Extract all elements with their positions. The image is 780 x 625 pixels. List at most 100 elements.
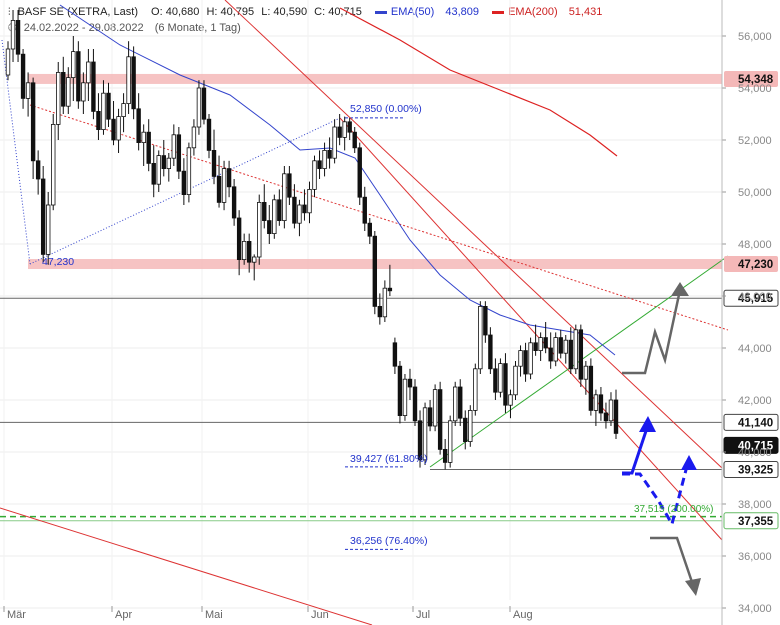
candle-body bbox=[71, 51, 76, 78]
y-tick-label: 48,000 bbox=[738, 239, 772, 251]
price-label-text: 45,915 bbox=[738, 293, 774, 305]
candle-body bbox=[387, 287, 393, 292]
fib-extension-label: 37,515 (200.00%) bbox=[634, 504, 714, 515]
instrument-title: BASF SE (XETRA, Last) bbox=[17, 6, 138, 18]
candle-body bbox=[45, 204, 51, 255]
downtrend-line-lower bbox=[0, 507, 373, 625]
price-label-box bbox=[723, 289, 779, 307]
y-tick-label: 36,000 bbox=[738, 551, 772, 563]
candle-body bbox=[252, 256, 257, 263]
candle-body bbox=[257, 201, 262, 258]
scenario-arrows bbox=[622, 282, 701, 596]
candle-body bbox=[181, 170, 187, 195]
ema50-value: 43,809 bbox=[445, 6, 480, 18]
candle-body bbox=[458, 386, 463, 419]
x-tick-label: Mai bbox=[205, 609, 223, 621]
ema200-value: 51,431 bbox=[568, 6, 603, 18]
candle-body bbox=[543, 337, 548, 349]
bearish-scenario-arrow bbox=[650, 536, 695, 586]
candle-body bbox=[513, 365, 518, 396]
candle-body bbox=[498, 363, 503, 393]
candle-body bbox=[407, 378, 413, 388]
candle-body bbox=[111, 118, 116, 141]
candle-body bbox=[598, 394, 604, 414]
arrow-head-up-blue bbox=[639, 416, 656, 432]
candlesticks bbox=[5, 10, 619, 470]
candle-body bbox=[337, 126, 342, 138]
candle-body bbox=[211, 149, 217, 177]
y-tick-label: 56,000 bbox=[738, 31, 772, 43]
price-label-text: 41,140 bbox=[738, 417, 773, 429]
fib-label: 52,850 (0.00%) bbox=[350, 103, 422, 115]
candle-body bbox=[367, 222, 372, 237]
candle-body bbox=[488, 334, 493, 370]
candle-body bbox=[548, 347, 553, 362]
candle-body bbox=[106, 92, 111, 120]
y-tick-label: 54,000 bbox=[738, 83, 772, 95]
candle-body bbox=[322, 149, 327, 169]
price-label-text: 47,230 bbox=[738, 259, 773, 271]
price-label-box bbox=[724, 70, 778, 87]
candle-body bbox=[262, 201, 267, 221]
candle-body bbox=[297, 204, 302, 224]
candle-body bbox=[538, 337, 543, 352]
candle-body bbox=[15, 19, 21, 55]
candle-body bbox=[5, 48, 11, 76]
candle-body bbox=[126, 56, 131, 104]
downtrend-line-upper bbox=[224, 0, 723, 469]
trend-lines bbox=[0, 0, 729, 625]
arrow-head-down-gray bbox=[685, 578, 701, 596]
candle-body bbox=[236, 217, 242, 260]
period-label: (6 Monate, 1 Tag) bbox=[154, 22, 241, 34]
candle-body bbox=[201, 87, 207, 120]
time-axis: Mär Apr Mai Jun Jul Aug bbox=[3, 606, 533, 621]
price-label-box bbox=[724, 256, 778, 273]
price-label-text: 39,325 bbox=[738, 465, 774, 477]
candle-body bbox=[161, 155, 166, 170]
candle-body bbox=[473, 368, 478, 411]
candle-body bbox=[116, 116, 121, 141]
ema50-line bbox=[59, 4, 616, 356]
price-label-text: 40,715 bbox=[738, 440, 774, 452]
candle-body bbox=[292, 196, 297, 224]
arrow-head-up-gray bbox=[671, 282, 689, 296]
y-tick-label: 52,000 bbox=[738, 135, 772, 147]
y-tick-label: 40,000 bbox=[738, 447, 772, 459]
chart-type-icon: ⫶ bbox=[8, 7, 11, 18]
candle-body bbox=[442, 448, 448, 463]
price-label-box bbox=[723, 461, 779, 479]
fib-label: 39,427 (61.80%) bbox=[350, 453, 428, 465]
candle-body bbox=[588, 365, 594, 411]
candle-body bbox=[151, 162, 156, 185]
candle-body bbox=[603, 412, 609, 422]
candle-body bbox=[131, 56, 136, 110]
candle-body bbox=[246, 240, 252, 263]
candle-body bbox=[282, 173, 287, 222]
candle-body bbox=[191, 126, 197, 149]
candle-body bbox=[382, 287, 388, 318]
candle-body bbox=[86, 61, 91, 84]
candle-body bbox=[141, 131, 146, 143]
candle-body bbox=[186, 147, 192, 196]
candle-body bbox=[166, 157, 171, 169]
candle-body bbox=[523, 350, 528, 375]
candle-body bbox=[453, 386, 458, 422]
candle-body bbox=[357, 147, 362, 198]
candle-body bbox=[578, 329, 584, 380]
candle-body bbox=[362, 196, 367, 224]
candle-body bbox=[412, 386, 418, 422]
y-tick-label: 44,000 bbox=[738, 343, 772, 355]
candle-body bbox=[463, 417, 468, 443]
candle-body bbox=[146, 131, 151, 164]
price-label-box bbox=[723, 436, 779, 454]
candle-body bbox=[417, 420, 423, 461]
candle-body bbox=[136, 108, 141, 144]
candle-body bbox=[327, 149, 332, 159]
candle-body bbox=[593, 394, 599, 411]
candle-body bbox=[20, 53, 26, 99]
candle-body bbox=[96, 111, 101, 131]
candle-body bbox=[40, 178, 46, 255]
candle-body bbox=[221, 168, 227, 203]
candle-body bbox=[427, 407, 433, 427]
